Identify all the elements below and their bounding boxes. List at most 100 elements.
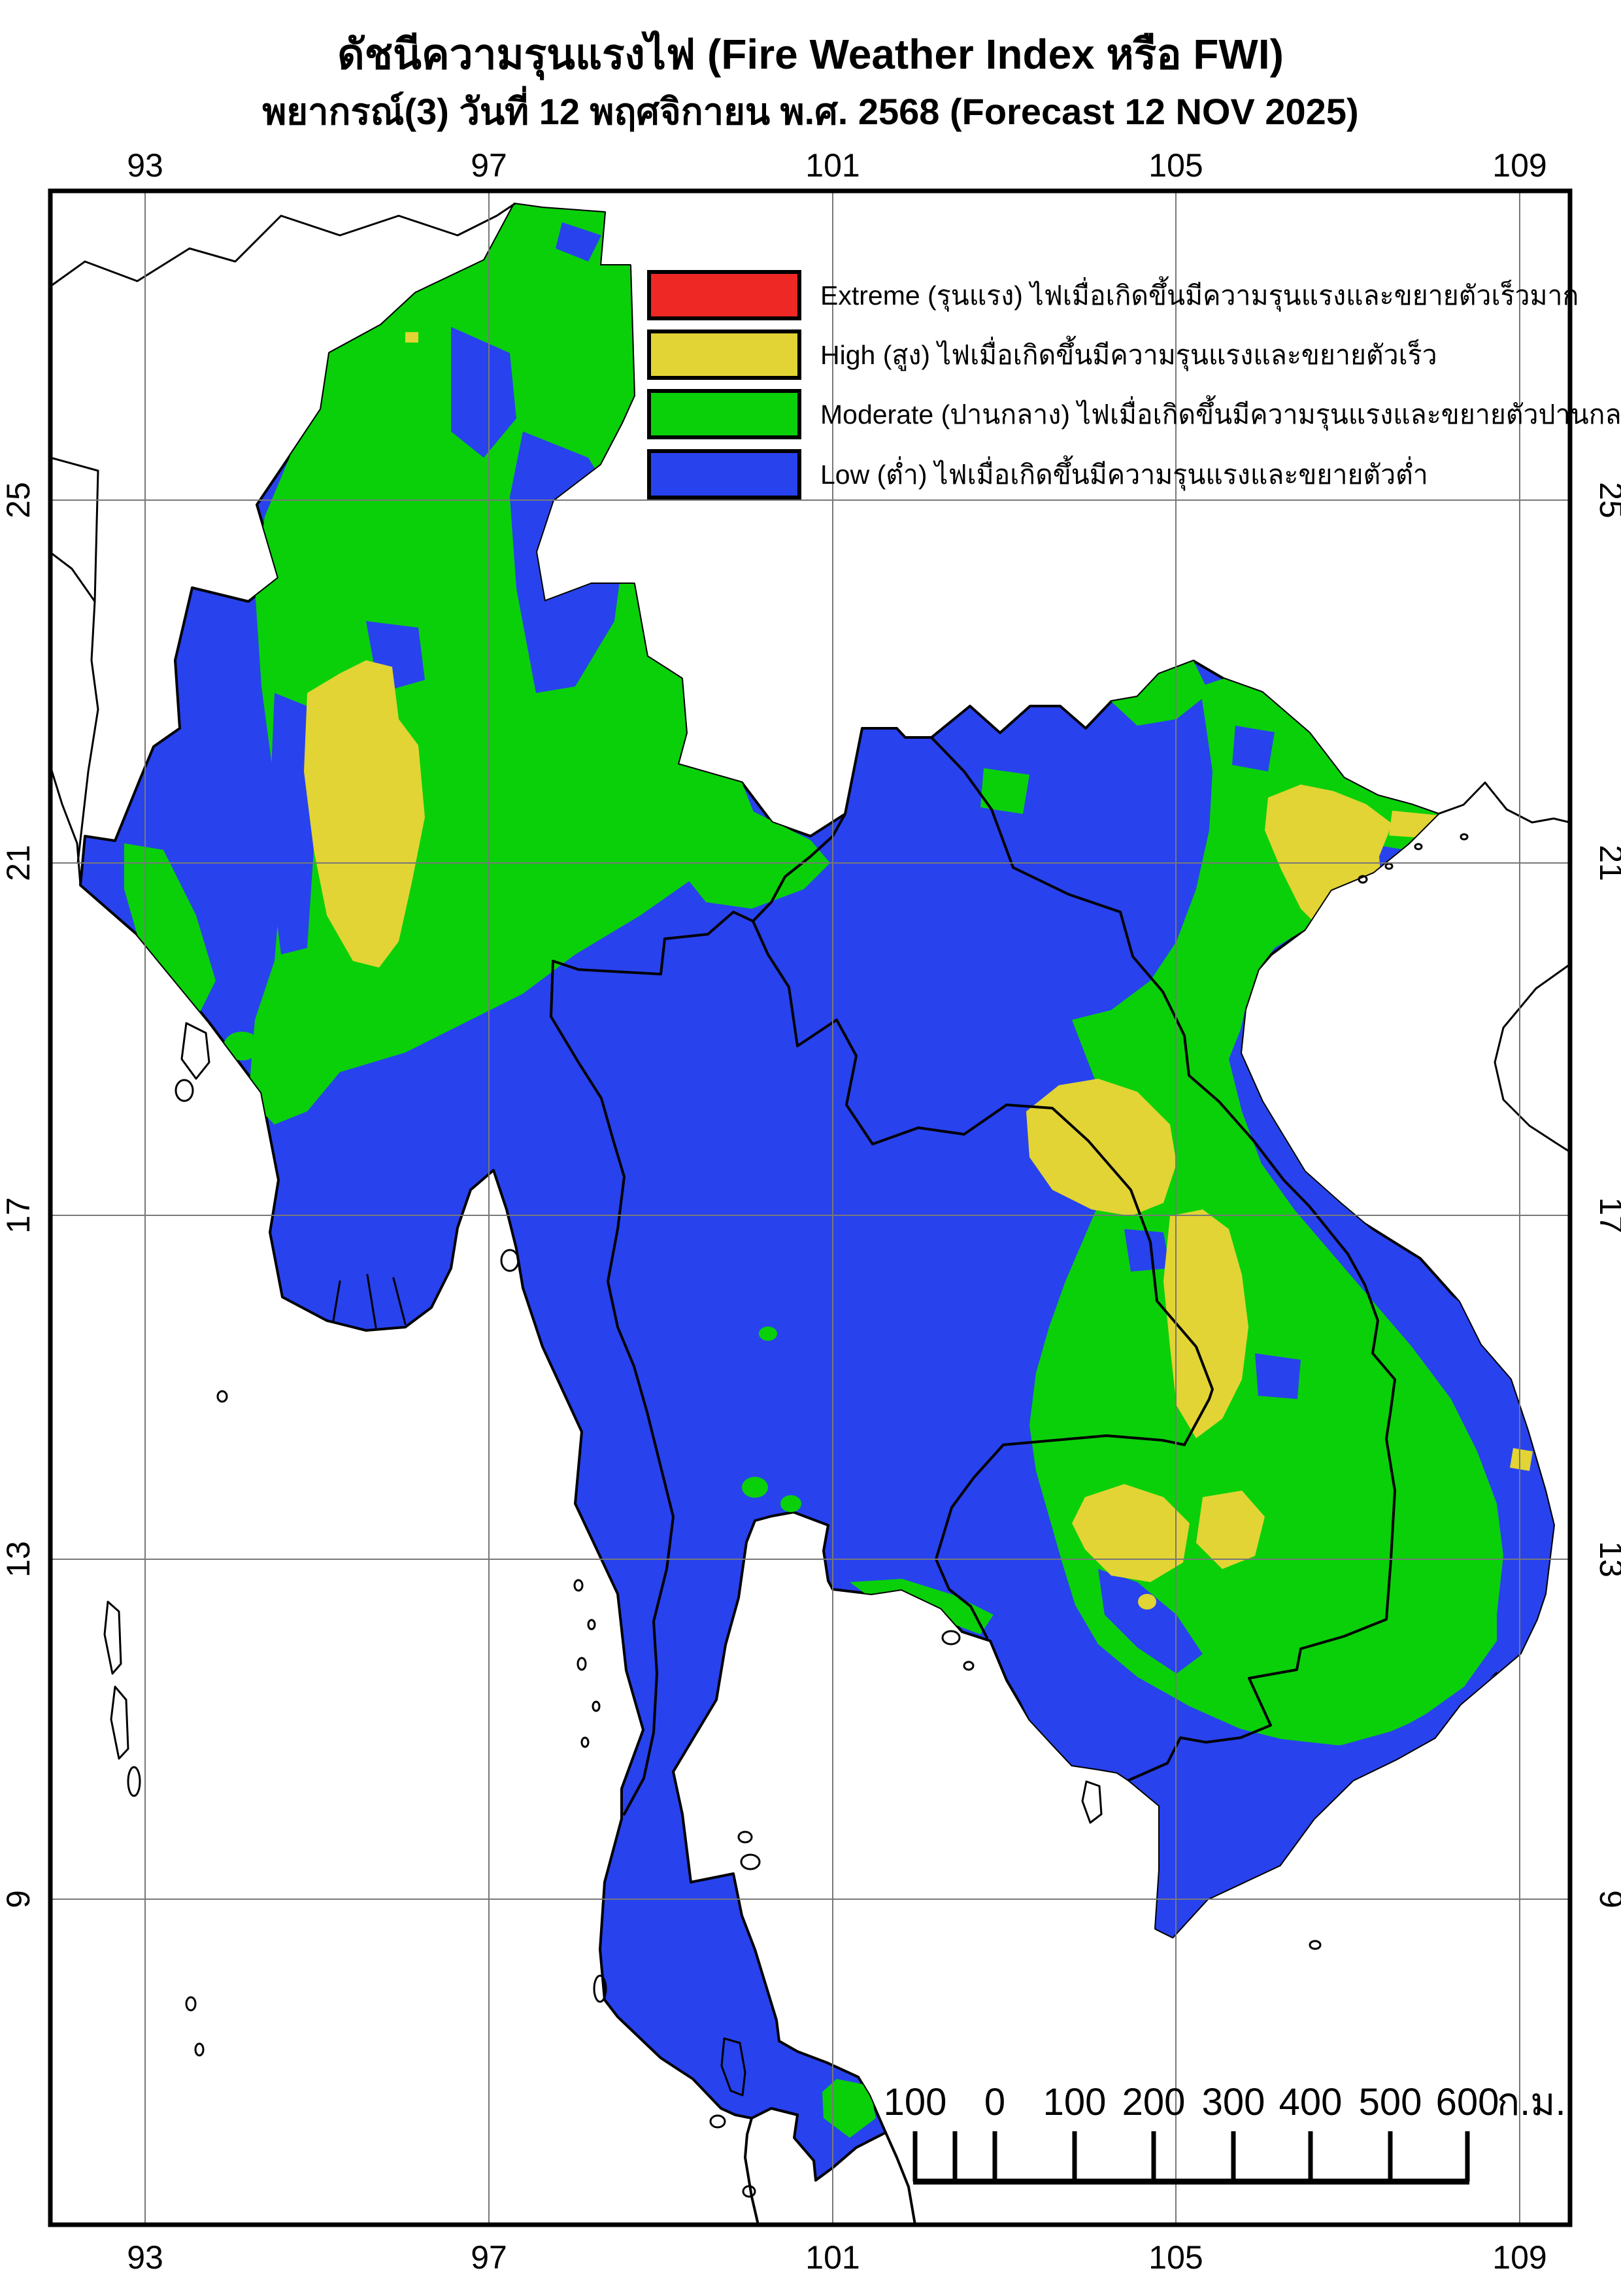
- low-patch-mekong-delta: [1020, 1674, 1497, 1937]
- lat-left-17: 17: [0, 1197, 37, 1234]
- lon-top-109: 109: [1492, 147, 1546, 184]
- lon-top-93: 93: [127, 147, 163, 184]
- border-myanmar-laos: [752, 813, 846, 922]
- lon-top-97: 97: [471, 147, 507, 184]
- halong-islet-2: [1414, 843, 1423, 851]
- phu-quoc: [1081, 1780, 1103, 1824]
- moderate-dot-rakhine: [224, 1032, 260, 1060]
- map-frame: [48, 188, 1573, 2227]
- langkawi: [709, 2114, 726, 2129]
- gridlines: [50, 191, 1570, 2225]
- moderate-patch-hagiang: [1111, 661, 1209, 726]
- ko-chang: [941, 1630, 961, 1646]
- lat-right-9: 9: [1593, 1890, 1621, 1908]
- legend-label-extreme: Extreme (รุนแรง) ไฟเมื่อเกิดขึ้นมีความรุ…: [820, 276, 1579, 312]
- scale-label-0: 0: [984, 2081, 1005, 2123]
- irrawaddy-channels: [332, 1274, 407, 1328]
- neighbour-outlines: [50, 203, 1570, 2225]
- scale-label-200: 200: [1122, 2081, 1186, 2123]
- legend-swatch-moderate: [647, 389, 801, 439]
- border-laos-vietnam: [930, 736, 1396, 1410]
- lon-bottom-97: 97: [471, 2239, 507, 2276]
- nicobar-2: [194, 2042, 205, 2057]
- map-content: [50, 191, 1570, 2225]
- scale-label-100w: 100: [884, 2081, 947, 2123]
- lon-bottom-93: 93: [127, 2239, 163, 2276]
- lat-left-25: 25: [0, 482, 37, 518]
- lon-bottom-101: 101: [805, 2239, 860, 2276]
- moderate-dot-th-4: [759, 1326, 777, 1341]
- low-hole-laos-1: [1124, 1229, 1170, 1272]
- moderate-patch-svn-highlands: [1379, 1556, 1490, 1647]
- moderate-dot-th-1: [742, 1477, 768, 1498]
- bangladesh-border: [50, 551, 99, 864]
- lon-top-101: 101: [805, 147, 860, 184]
- high-patch-cambodia-1: [1072, 1484, 1190, 1582]
- lat-left-13: 13: [0, 1541, 37, 1578]
- mergui-5: [580, 1736, 590, 1748]
- lat-right-25: 25: [1593, 482, 1621, 518]
- lon-bottom-109: 109: [1492, 2239, 1546, 2276]
- legend-swatch-low: [647, 449, 801, 499]
- songkhla-lake: [720, 2037, 746, 2097]
- lat-right-13: 13: [1593, 1541, 1621, 1578]
- china-coast: [1437, 781, 1570, 824]
- nicobar-1: [185, 1996, 197, 2012]
- low-band-west-of-dryzone: [268, 693, 314, 954]
- scale-label-500: 500: [1359, 2081, 1422, 2123]
- low-hole-mm-1: [451, 327, 516, 458]
- penang: [742, 2185, 756, 2198]
- lon-top-105: 105: [1148, 147, 1203, 184]
- high-patch-laos-upper: [1026, 1079, 1177, 1216]
- moderate-dot-th-3: [517, 911, 535, 926]
- phuket-island: [593, 1974, 607, 2003]
- scale-unit: ก.ม.: [1497, 2081, 1566, 2123]
- legend-swatch-extreme: [647, 270, 801, 320]
- low-hole-laos-3: [1255, 1353, 1301, 1399]
- moderate-patch-indochina: [1029, 679, 1536, 1749]
- meghalaya-border: [50, 456, 99, 603]
- cheduba-island: [175, 1079, 194, 1102]
- mergui-2: [587, 1619, 596, 1630]
- legend-label-high: High (สูง) ไฟเมื่อเกิดขึ้นมีความรุนแรงแล…: [820, 335, 1437, 371]
- mergui-4: [592, 1700, 601, 1712]
- border-myanmar-thailand: [550, 911, 754, 1815]
- preparis-island: [216, 1390, 228, 1403]
- low-hole-mm-3: [556, 222, 601, 262]
- page-subtitle: พยากรณ์(3) วันที่ 12 พฤศจิกายน พ.ศ. 2568…: [262, 86, 1358, 132]
- scale-bar: 100 0 100 200 300 400 500 600 ก.ม.: [884, 2081, 1566, 2185]
- high-patch-laos-column: [1163, 1209, 1248, 1438]
- hainan-island: [1494, 963, 1570, 1153]
- lat-left-9: 9: [0, 1890, 37, 1908]
- border-thailand-cambodia: [935, 1434, 1186, 1639]
- ko-phangan: [737, 1831, 753, 1844]
- ramree-island: [180, 1022, 210, 1080]
- mergui-1: [573, 1579, 584, 1592]
- high-dot-kh: [1138, 1594, 1156, 1610]
- moderate-dot-svn-1: [1458, 1523, 1494, 1556]
- lat-right-21: 21: [1593, 845, 1621, 881]
- moderate-dot-th-2: [780, 1495, 801, 1512]
- border-thailand-laos: [752, 920, 1214, 1446]
- andaman-islands-2: [110, 1685, 129, 1760]
- border-cambodia-vietnam: [1128, 1408, 1396, 1781]
- con-dao: [1309, 1940, 1322, 1950]
- lon-bottom-105: 105: [1148, 2239, 1203, 2276]
- scale-label-400: 400: [1279, 2081, 1343, 2123]
- high-dot-vncoast: [1510, 1448, 1533, 1471]
- scale-label-100: 100: [1043, 2081, 1107, 2123]
- high-patch-cambodia-2: [1196, 1491, 1265, 1569]
- legend-label-moderate: Moderate (ปานกลาง) ไฟเมื่อเกิดขึ้นมีความ…: [820, 395, 1621, 431]
- legend-label-low: Low (ต่ำ) ไฟเมื่อเกิดขึ้นมีความรุนแรงและ…: [820, 455, 1428, 491]
- ko-kut: [963, 1661, 975, 1671]
- lat-left-21: 21: [0, 845, 37, 881]
- moderate-patch-rakhine: [124, 843, 216, 1020]
- low-strip-central-vietnam: [1229, 1009, 1554, 1674]
- bengal-coast: [50, 765, 82, 886]
- lat-right-17: 17: [1593, 1197, 1621, 1234]
- mergui-3: [577, 1657, 587, 1671]
- moderate-patch-deep-south: [822, 2079, 876, 2138]
- moderate-dot-svn-2: [1330, 1700, 1363, 1729]
